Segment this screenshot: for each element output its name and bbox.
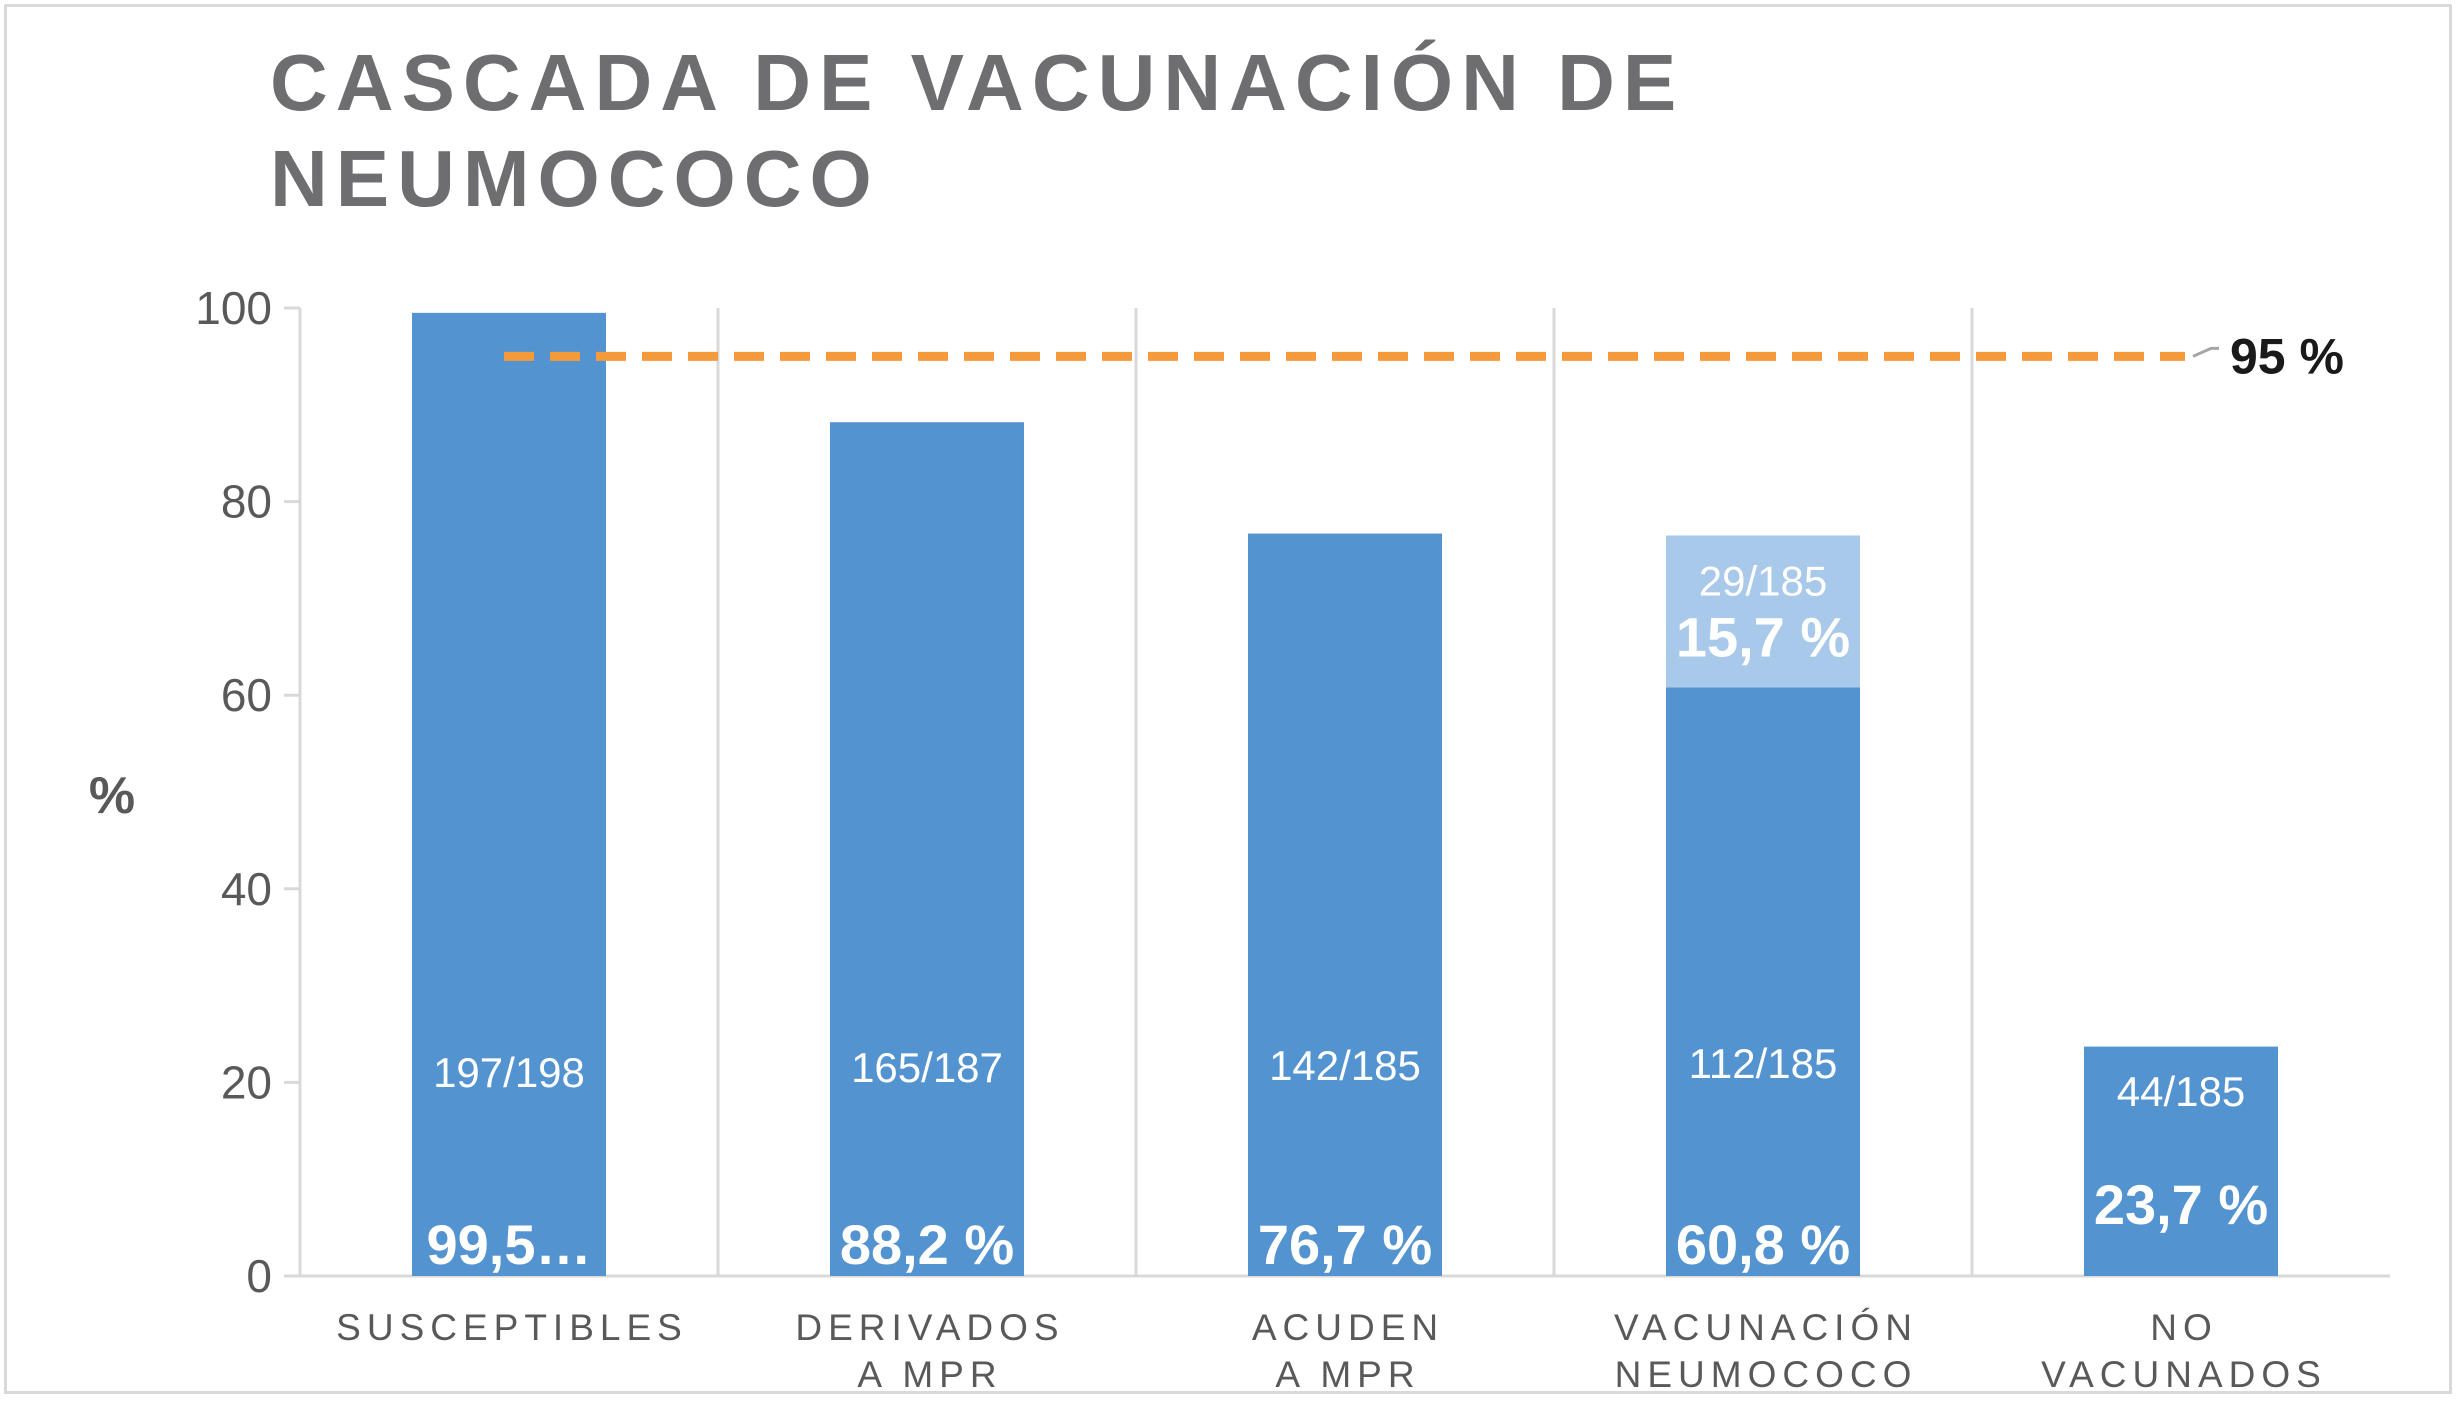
- target-label-leader: [2192, 346, 2219, 358]
- target-reference-label: 95 %: [2230, 328, 2344, 384]
- bar: [412, 312, 606, 1277]
- x-tick-label: VACUNADOS: [2041, 1354, 2327, 1395]
- stacked-fraction-label: 29/185: [1699, 557, 1827, 604]
- x-tick-label: VACUNACIÓN: [1614, 1307, 1918, 1348]
- chart-title: CASCADA DE VACUNACIÓN DE NEUMOCOCO: [270, 38, 1685, 223]
- bar-fraction-label: 112/185: [1689, 1040, 1838, 1087]
- x-tick-label: DERIVADOS: [795, 1307, 1064, 1348]
- x-tick-label: NEUMOCOCO: [1615, 1354, 1918, 1395]
- bar: [830, 422, 1024, 1276]
- y-tick-label: 20: [221, 1056, 272, 1108]
- y-axis-label: %: [89, 767, 135, 825]
- bar: [1248, 533, 1442, 1276]
- bar-value-label: 99,5…: [427, 1213, 592, 1276]
- y-tick-label: 0: [246, 1250, 272, 1302]
- bar-value-label: 60,8 %: [1676, 1213, 1850, 1276]
- chart-frame: [4, 4, 2452, 1394]
- x-tick-label: ACUDEN: [1252, 1307, 1444, 1348]
- x-tick-label: A MPR: [1275, 1354, 1420, 1395]
- bar: [2084, 1046, 2278, 1276]
- bar-stacked-segment: [1666, 535, 1860, 688]
- y-tick-label: 40: [221, 863, 272, 915]
- y-tick-label: 80: [221, 476, 272, 528]
- bar: [1666, 687, 1860, 1276]
- bar-fraction-label: 165/187: [851, 1044, 1003, 1091]
- y-tick-label: 100: [195, 282, 272, 334]
- bar-value-label: 76,7 %: [1258, 1213, 1432, 1276]
- bar-fraction-label: 197/198: [433, 1049, 585, 1096]
- bar-fraction-label: 142/185: [1269, 1042, 1421, 1089]
- x-tick-label: NO: [2150, 1307, 2218, 1348]
- y-tick-label: 60: [221, 669, 272, 721]
- stacked-value-label: 15,7 %: [1676, 605, 1850, 668]
- x-tick-label: A MPR: [857, 1354, 1002, 1395]
- bar-value-label: 23,7 %: [2094, 1173, 2268, 1236]
- bar-fraction-label: 44/185: [2117, 1068, 2245, 1115]
- bar-value-label: 88,2 %: [840, 1213, 1014, 1276]
- x-tick-label: SUSCEPTIBLES: [336, 1307, 688, 1348]
